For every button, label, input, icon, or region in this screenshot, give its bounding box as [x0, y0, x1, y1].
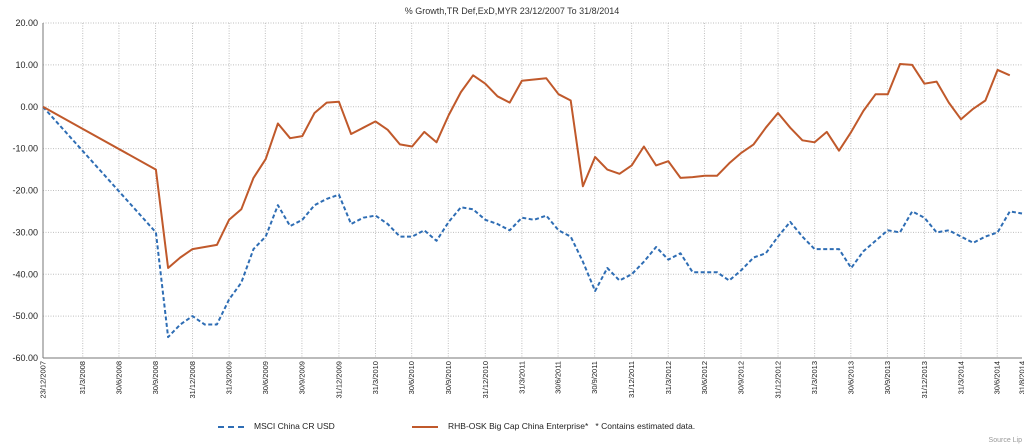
x-tick-label: 30/9/2011 [590, 361, 599, 394]
x-tick-label: 31/12/2009 [334, 361, 343, 399]
x-tick-label: 31/3/2010 [371, 361, 380, 394]
source-note: Source Lip [988, 437, 1022, 444]
y-tick-labels: 20.00 10.00 0.00 -10.00 -20.00 -30.00 -40.00 -5… [12, 18, 38, 363]
chart-title: % Growth,TR Def,ExD,MYR 23/12/2007 To 31… [404, 6, 620, 16]
x-tick-label: 30/9/2013 [883, 361, 892, 394]
series-line-rhb-osk [42, 63, 1011, 269]
x-tick-label: 31/3/2009 [225, 361, 234, 394]
x-tick-label: 31/12/2010 [481, 361, 490, 399]
x-tick-label: 30/6/2011 [554, 361, 563, 394]
legend-label-rhb-osk: RHB-OSK Big Cap China Enterprise* [448, 421, 589, 431]
y-tick-label: -50.00 [12, 311, 38, 321]
x-tick-label: 31/3/2012 [664, 361, 673, 394]
x-tick-label: 23/12/2007 [39, 361, 48, 399]
x-tick-label: 30/6/2012 [700, 361, 709, 394]
y-tick-label: 10.00 [15, 60, 38, 70]
x-tick-label: 30/9/2012 [737, 361, 746, 394]
y-tick-label: -10.00 [12, 144, 38, 154]
x-tick-label: 31/3/2014 [957, 361, 966, 394]
estimated-data-note: * Contains estimated data. [595, 421, 696, 431]
x-tick-label: 31/12/2008 [188, 361, 197, 399]
x-tick-label: 31/12/2011 [627, 361, 636, 398]
y-tick-label: 20.00 [15, 18, 38, 28]
x-tick-label: 30/6/2013 [846, 361, 855, 394]
series-lines [42, 63, 1023, 339]
legend-swatch-solid-orange [412, 425, 438, 428]
legend-swatch-dashed-blue [218, 425, 244, 428]
axes [42, 23, 1022, 359]
x-tick-label: 30/6/2008 [114, 361, 123, 394]
x-tick-label: 31/8/2014 [1018, 361, 1024, 394]
grid-lines [43, 22, 1022, 359]
x-tick-label: 31/12/2012 [774, 361, 783, 399]
x-tick-label: 31/12/2013 [920, 361, 929, 399]
x-tick-label: 31/3/2011 [517, 361, 526, 394]
series-line-msci-china [42, 106, 1023, 339]
x-tick-label: 31/3/2013 [810, 361, 819, 394]
y-tick-label: -60.00 [12, 353, 38, 363]
y-tick-label: -30.00 [12, 227, 38, 237]
y-tick-label: 0.00 [20, 102, 38, 112]
y-tick-label: -20.00 [12, 186, 38, 196]
legend-item-rhb-osk: RHB-OSK Big Cap China Enterprise* * Cont… [412, 421, 695, 431]
x-tick-label: 30/6/2010 [407, 361, 416, 394]
x-tick-label: 30/6/2014 [993, 361, 1002, 394]
x-tick-label: 30/9/2010 [444, 361, 453, 394]
y-tick-label: -40.00 [12, 269, 38, 279]
x-tick-label: 30/6/2009 [261, 361, 270, 394]
x-tick-label: 30/9/2008 [151, 361, 160, 394]
x-tick-labels: 23/12/2007 31/3/2008 30/6/2008 30/9/2008 31/… [39, 361, 1024, 399]
legend-label-msci-china: MSCI China CR USD [254, 421, 335, 431]
x-tick-label: 31/3/2008 [78, 361, 87, 394]
legend-item-msci-china: MSCI China CR USD [218, 421, 335, 431]
x-tick-label: 30/9/2009 [297, 361, 306, 394]
